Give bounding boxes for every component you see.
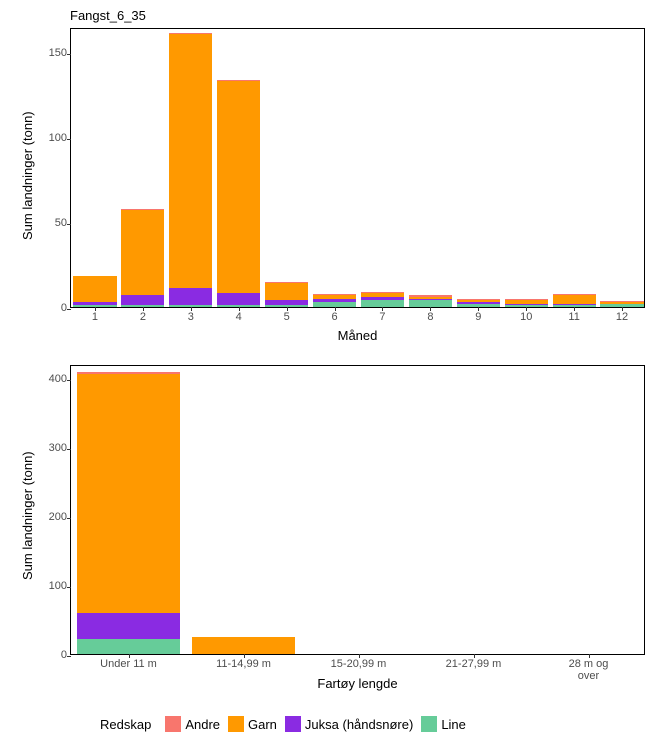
bar-segment-line [217,305,260,307]
bar [600,301,643,307]
bar-segment-juksa [77,613,181,639]
y-tick-label: 0 [27,302,67,314]
bar [457,299,500,307]
bar-segment-line [77,639,181,654]
bar [217,80,260,307]
legend-title: Redskap [100,717,151,732]
chart-title: Fangst_6_35 [70,8,146,23]
bar-segment-line [457,304,500,307]
y-tick-mark [67,449,71,450]
y-tick-mark [67,54,71,55]
bar-segment-line [313,302,356,307]
y-tick-mark [67,224,71,225]
bar [361,292,404,307]
x-tick-label: 10 [520,311,532,323]
bar [313,294,356,307]
chart2-ylabel: Sum landninger (tonn) [20,451,35,580]
legend-swatch [421,716,437,732]
bar-segment-garn [553,295,596,303]
bar-segment-line [600,304,643,307]
y-tick-mark [67,518,71,519]
x-tick-label: 3 [188,311,194,323]
legend-label: Andre [185,717,220,732]
y-tick-mark [67,587,71,588]
x-tick-label: 1 [92,311,98,323]
bar [73,276,116,307]
bar-segment-juksa [217,293,260,305]
bar-segment-juksa [169,288,212,305]
y-tick-label: 150 [27,47,67,59]
bar-segment-line [409,300,452,307]
legend: Redskap Andre Garn Juksa (håndsnøre) Line [100,716,600,732]
legend-label: Line [441,717,466,732]
chart1-xlabel: Måned [70,328,645,343]
x-tick-label: 15-20,99 m [331,658,387,670]
x-tick-label: Under 11 m [100,658,157,670]
legend-item: Juksa (håndsnøre) [285,716,413,732]
legend-item: Andre [165,716,220,732]
bar-segment-garn [121,210,164,295]
bar-segment-line [121,305,164,307]
bar-segment-garn [217,81,260,293]
chart-length: 0100200300400Under 11 m11-14,99 m15-20,9… [70,365,645,655]
bar-segment-line [265,305,308,307]
y-tick-mark [67,656,71,657]
y-tick-label: 400 [27,373,67,385]
legend-label: Garn [248,717,277,732]
x-tick-label: 2 [140,311,146,323]
x-tick-label: 9 [475,311,481,323]
x-tick-label: 7 [379,311,385,323]
legend-label: Juksa (håndsnøre) [305,717,413,732]
y-tick-mark [67,380,71,381]
bar [553,294,596,307]
bar [121,209,164,307]
x-tick-label: 4 [236,311,242,323]
x-tick-label: 21-27,99 m [446,658,502,670]
legend-swatch [165,716,181,732]
x-tick-label: 12 [616,311,628,323]
y-tick-label: 0 [27,649,67,661]
y-tick-mark [67,309,71,310]
bar-segment-line [361,300,404,307]
x-tick-label: 11-14,99 m [216,658,271,670]
bar [192,637,296,654]
bar-segment-garn [265,283,308,300]
x-tick-label: 5 [284,311,290,323]
bar-segment-garn [77,374,181,612]
figure: Fangst_6_35 050100150123456789101112 Sum… [0,0,667,750]
y-tick-mark [67,139,71,140]
x-tick-label: 8 [427,311,433,323]
bar [409,295,452,307]
legend-swatch [285,716,301,732]
legend-swatch [228,716,244,732]
bar-segment-garn [192,637,296,654]
x-tick-label: 11 [568,311,579,323]
legend-item: Garn [228,716,277,732]
chart2-xlabel: Fartøy lengde [70,676,645,691]
bar-segment-juksa [121,295,164,305]
bar [265,282,308,307]
bar-segment-line [73,305,116,307]
bar [77,372,181,654]
y-tick-label: 100 [27,580,67,592]
bar-segment-line [553,305,596,307]
bar-segment-garn [169,34,212,289]
chart-month: 050100150123456789101112 [70,28,645,308]
bar-segment-line [505,305,548,307]
legend-item: Line [421,716,466,732]
bar-segment-garn [73,276,116,301]
x-tick-label: 6 [331,311,337,323]
bar-segment-line [169,305,212,307]
bar [505,299,548,307]
bar [169,33,212,307]
chart1-ylabel: Sum landninger (tonn) [20,111,35,240]
